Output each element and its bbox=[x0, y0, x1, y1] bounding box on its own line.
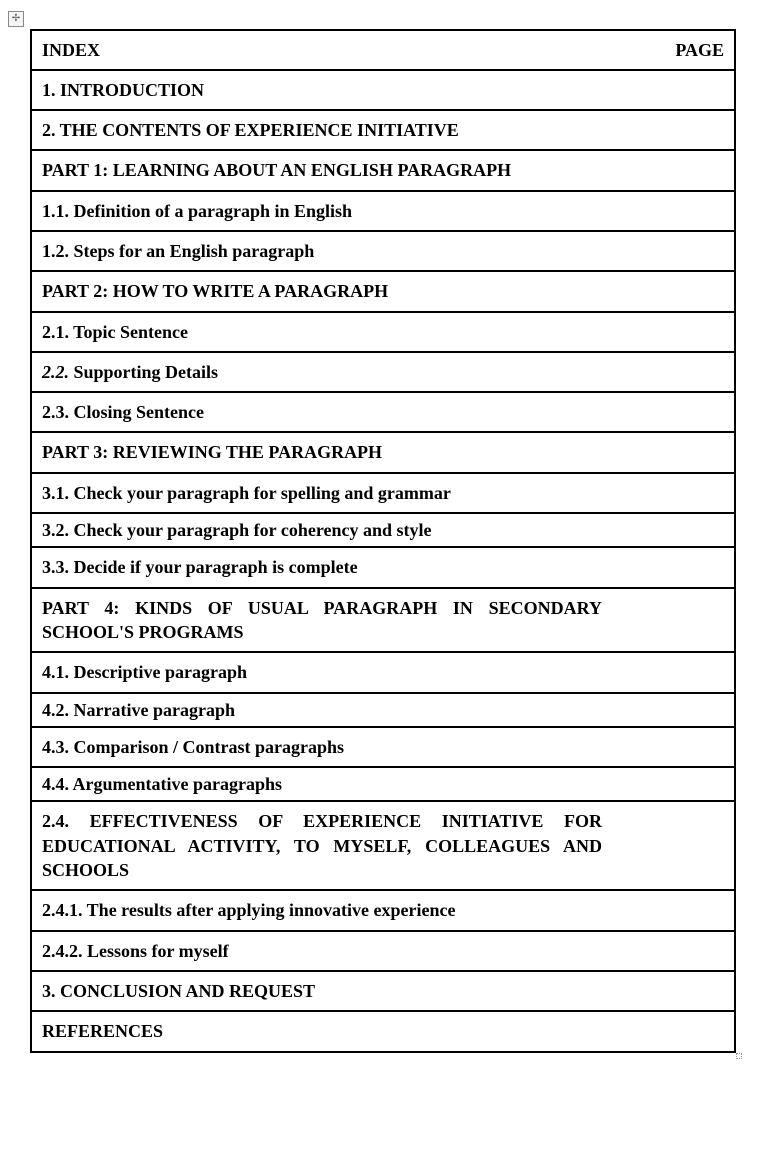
table-row: 4.2. Narrative paragraph bbox=[32, 692, 734, 726]
index-header-label: INDEX bbox=[42, 38, 635, 62]
table-row: 2.2. Supporting Details bbox=[32, 351, 734, 391]
table-row: PART 4: KINDS OF USUAL PARAGRAPH IN SECO… bbox=[32, 587, 734, 652]
row-text-rest: Supporting Details bbox=[69, 362, 218, 382]
row-text: 4.1. Descriptive paragraph bbox=[42, 660, 724, 684]
table-row: 2.3. Closing Sentence bbox=[32, 391, 734, 431]
row-text: 2. THE CONTENTS OF EXPERIENCE INITIATIVE bbox=[42, 118, 724, 142]
table-row: 1. INTRODUCTION bbox=[32, 69, 734, 109]
table-row: 4.3. Comparison / Contrast paragraphs bbox=[32, 726, 734, 766]
index-table: INDEX PAGE 1. INTRODUCTION 2. THE CONTENT… bbox=[30, 29, 736, 1053]
table-drag-handle[interactable] bbox=[8, 11, 24, 27]
row-text: 2.4.1. The results after applying innova… bbox=[42, 898, 724, 922]
row-text: PART 3: REVIEWING THE PARAGRAPH bbox=[42, 440, 724, 464]
row-text: 1.2. Steps for an English paragraph bbox=[42, 239, 724, 263]
row-text: 3.1. Check your paragraph for spelling a… bbox=[42, 481, 724, 505]
row-text: 1. INTRODUCTION bbox=[42, 78, 724, 102]
row-text: 2.1. Topic Sentence bbox=[42, 320, 724, 344]
table-row: PART 1: LEARNING ABOUT AN ENGLISH PARAGR… bbox=[32, 149, 734, 189]
table-row: 2.4. EFFECTIVENESS OF EXPERIENCE INITIAT… bbox=[32, 800, 734, 889]
row-text: 2.2. Supporting Details bbox=[42, 360, 724, 384]
table-resize-handle[interactable] bbox=[736, 1053, 742, 1059]
table-header-row: INDEX PAGE bbox=[32, 31, 734, 69]
row-text: 3.2. Check your paragraph for coherency … bbox=[42, 518, 724, 542]
row-text: 1.1. Definition of a paragraph in Englis… bbox=[42, 199, 724, 223]
table-row: 3.1. Check your paragraph for spelling a… bbox=[32, 472, 734, 512]
row-text: 3. CONCLUSION AND REQUEST bbox=[42, 979, 724, 1003]
table-row: 3.3. Decide if your paragraph is complet… bbox=[32, 546, 734, 586]
table-row: 1.2. Steps for an English paragraph bbox=[32, 230, 734, 270]
row-text: PART 2: HOW TO WRITE A PARAGRAPH bbox=[42, 279, 724, 303]
table-row: 1.1. Definition of a paragraph in Englis… bbox=[32, 190, 734, 230]
row-text: 2.4. EFFECTIVENESS OF EXPERIENCE INITIAT… bbox=[42, 809, 602, 882]
table-row: 3.2. Check your paragraph for coherency … bbox=[32, 512, 734, 546]
row-text: 4.4. Argumentative paragraphs bbox=[42, 772, 724, 796]
page-header-label: PAGE bbox=[635, 38, 724, 62]
table-row: PART 2: HOW TO WRITE A PARAGRAPH bbox=[32, 270, 734, 310]
row-text: REFERENCES bbox=[42, 1019, 724, 1043]
table-row: 4.4. Argumentative paragraphs bbox=[32, 766, 734, 800]
row-text: 4.3. Comparison / Contrast paragraphs bbox=[42, 735, 724, 759]
table-row: 2. THE CONTENTS OF EXPERIENCE INITIATIVE bbox=[32, 109, 734, 149]
table-row: 3. CONCLUSION AND REQUEST bbox=[32, 970, 734, 1010]
table-row: 2.4.2. Lessons for myself bbox=[32, 930, 734, 970]
table-row: 2.4.1. The results after applying innova… bbox=[32, 889, 734, 929]
row-text: 3.3. Decide if your paragraph is complet… bbox=[42, 555, 724, 579]
table-row: 2.1. Topic Sentence bbox=[32, 311, 734, 351]
table-row: REFERENCES bbox=[32, 1010, 734, 1050]
table-row: PART 3: REVIEWING THE PARAGRAPH bbox=[32, 431, 734, 471]
row-text: PART 4: KINDS OF USUAL PARAGRAPH IN SECO… bbox=[42, 596, 602, 645]
row-text: 4.2. Narrative paragraph bbox=[42, 698, 724, 722]
row-number-italic: 2.2. bbox=[42, 362, 69, 382]
row-text: 2.4.2. Lessons for myself bbox=[42, 939, 724, 963]
row-text: 2.3. Closing Sentence bbox=[42, 400, 724, 424]
row-text: PART 1: LEARNING ABOUT AN ENGLISH PARAGR… bbox=[42, 158, 724, 182]
table-row: 4.1. Descriptive paragraph bbox=[32, 651, 734, 691]
